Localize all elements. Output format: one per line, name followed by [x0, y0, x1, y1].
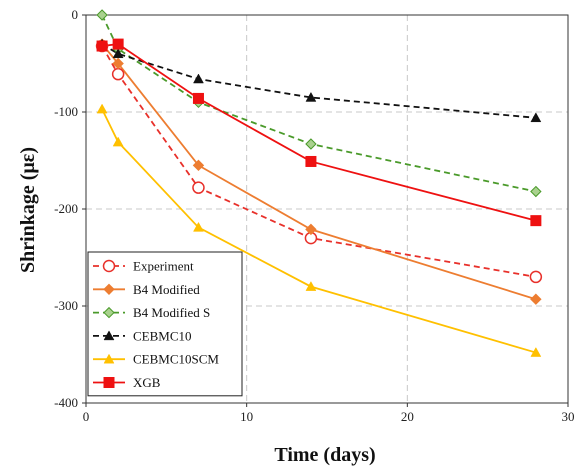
x-tick-label: 30	[562, 409, 575, 424]
series-line	[101, 43, 536, 119]
data-point	[192, 159, 205, 172]
x-tick-label: 10	[240, 409, 253, 424]
y-axis-label: Shrinkage (με)	[17, 147, 39, 273]
legend-label: B4 Modified	[133, 282, 200, 297]
y-tick-label: -400	[54, 395, 78, 410]
y-tick-label: -300	[54, 298, 78, 313]
plot-frame	[82, 14, 569, 407]
legend-marker	[103, 377, 115, 388]
y-tick-labels: 0 -100 -200 -300 -400	[54, 7, 78, 410]
legend-marker	[102, 259, 116, 273]
series-line	[101, 14, 537, 193]
legend-marker	[103, 330, 115, 341]
legend-label: XGB	[133, 375, 161, 390]
data-point	[192, 181, 205, 194]
data-point	[305, 91, 317, 102]
data-point	[96, 9, 108, 21]
data-point	[305, 281, 317, 291]
data-point	[112, 38, 124, 50]
data-point	[305, 223, 317, 236]
data-point	[112, 136, 124, 147]
data-point	[112, 48, 124, 59]
series-markers	[95, 9, 543, 357]
data-point	[530, 112, 542, 123]
data-point	[96, 103, 108, 114]
data-point	[193, 73, 204, 84]
data-point	[192, 92, 204, 104]
legend-box	[87, 251, 243, 397]
data-point	[111, 67, 125, 81]
x-tick-labels: 0 10 20 30	[83, 409, 575, 424]
y-tick-label: -200	[54, 201, 78, 216]
legend-label: Experiment	[133, 259, 194, 274]
data-point	[112, 57, 124, 70]
data-point	[530, 185, 542, 198]
data-point	[305, 155, 317, 167]
data-point	[530, 215, 542, 227]
legend-marker	[103, 353, 115, 364]
y-tick-label: -100	[54, 104, 78, 119]
y-tick-label: 0	[72, 7, 79, 22]
legend-label: CEBMC10	[133, 328, 192, 343]
data-point	[193, 221, 204, 232]
legend-marker	[103, 306, 115, 319]
legend: Experiment B4 Modified B4 Modified S CEBMC1…	[87, 251, 243, 397]
data-point	[96, 40, 108, 52]
data-point	[305, 138, 317, 150]
legend-label: CEBMC10SCM	[133, 352, 219, 367]
x-tick-label: 20	[401, 409, 414, 424]
x-tick-label: 0	[83, 409, 90, 424]
legend-label: B4 Modified S	[133, 305, 210, 320]
legend-marker	[103, 283, 115, 296]
data-point	[530, 293, 542, 305]
x-axis-label: Time (days)	[274, 444, 375, 466]
data-point	[530, 347, 542, 357]
data-point	[529, 270, 543, 284]
